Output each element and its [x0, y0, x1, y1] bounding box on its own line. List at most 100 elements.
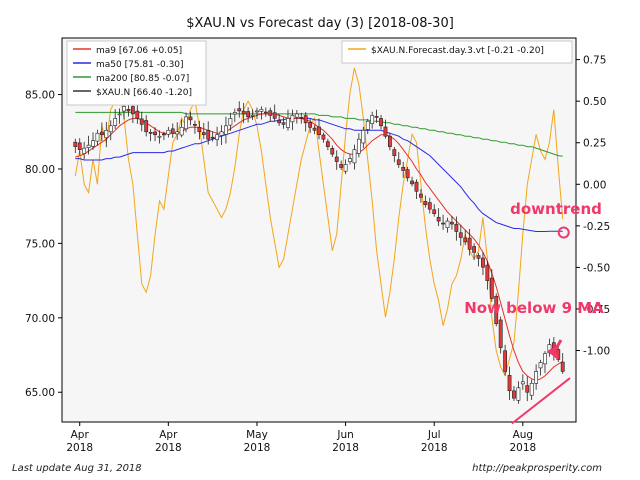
candle-body-up	[117, 113, 122, 116]
candle-body-down	[450, 221, 454, 225]
candle-body-up	[224, 125, 228, 135]
candle-body-down	[135, 110, 140, 119]
candle-body-down	[507, 375, 512, 392]
right-tick-label: 0.50	[583, 96, 606, 108]
right-tick-label: -1.00	[583, 346, 610, 358]
candle-body-down	[325, 141, 330, 147]
candle-body-down	[392, 149, 397, 156]
x-tick-label: 2018	[66, 442, 93, 454]
annotations: downtrend Now below 9 MA	[464, 200, 604, 425]
legend-label: $XAU.N [66.40 -1.20]	[96, 88, 192, 98]
candle-body-down	[489, 277, 494, 299]
candle-body-down	[153, 131, 157, 136]
x-tick-label: 2018	[332, 442, 359, 454]
candle-body-down	[77, 142, 82, 150]
footer-source-url[interactable]: http://peakprosperity.com	[472, 463, 602, 474]
x-tick-label: Apr	[71, 429, 90, 441]
candle-body-down	[148, 132, 153, 134]
candle-body-down	[237, 108, 242, 112]
candle-body-down	[485, 264, 490, 281]
footer-last-update: Last update Aug 31, 2018	[12, 463, 142, 474]
candle-body-up	[534, 371, 539, 384]
candle-body-down	[334, 156, 339, 162]
right-tick-label: 0.00	[583, 179, 606, 191]
x-tick-label: 2018	[421, 442, 448, 454]
x-tick-label: 2018	[155, 442, 182, 454]
candle-body-down	[339, 164, 344, 168]
candle-body-up	[361, 129, 366, 144]
candle-body-down	[383, 126, 388, 137]
x-tick-label: Apr	[159, 429, 178, 441]
x-tick-label: May	[246, 429, 268, 441]
candle-body-up	[219, 131, 224, 136]
candle-body-up	[356, 138, 361, 154]
candle-body-down	[436, 216, 441, 222]
candle-body-up	[516, 387, 521, 401]
candle-body-down	[308, 122, 313, 128]
candle-body-up	[520, 381, 525, 385]
left-tick-label: 65.00	[25, 387, 55, 399]
candle-body-up	[184, 116, 188, 130]
candle-body-down	[405, 169, 410, 179]
x-axis: Apr2018Apr2018May2018Jun2018Jul2018Aug20…	[66, 422, 536, 454]
candle-body-down	[441, 222, 445, 225]
candle-body-down	[99, 131, 104, 136]
candle-body-up	[365, 121, 370, 130]
candle-body-down	[126, 109, 131, 112]
right-axis: 0.75 0.50 0.25 0.00 -0.25 -0.50 -0.75 -1.00	[576, 55, 610, 358]
candle-body-down	[503, 350, 508, 372]
candle-body-down	[210, 136, 215, 139]
candle-body-down	[170, 128, 175, 134]
trend-support-line	[511, 377, 571, 425]
candle-body-down	[414, 181, 419, 192]
legend-label: ma200 [80.85 -0.07]	[96, 74, 189, 84]
candle-body-down	[458, 232, 463, 238]
candle-body-down	[321, 134, 326, 140]
right-tick-label: 0.25	[583, 138, 606, 150]
candle-body-up	[290, 115, 295, 123]
candle-body-down	[263, 111, 268, 114]
candle-body-down	[401, 166, 406, 171]
candle-body-up	[166, 129, 171, 135]
x-tick-label: Jul	[427, 429, 441, 441]
candle-body-down	[410, 180, 414, 185]
chart-title: $XAU.N vs Forecast day (3) [2018-08-30]	[186, 16, 454, 31]
candle-body-up	[122, 106, 126, 112]
candle-body-up	[108, 125, 113, 133]
x-tick-label: Aug	[513, 429, 534, 441]
candle-body-up	[86, 144, 91, 148]
candle-body-down	[498, 319, 503, 348]
candle-body-up	[228, 118, 233, 126]
arrow-head	[547, 346, 558, 360]
legend-label: ma50 [75.81 -0.30]	[96, 60, 184, 70]
forecast-series-line	[74, 67, 564, 377]
candle-body-up	[157, 135, 162, 138]
right-tick-label: -0.75	[583, 304, 610, 316]
candle-body-up	[82, 147, 87, 154]
candle-body-up	[95, 132, 100, 142]
candle-body-down	[241, 110, 246, 115]
candle-body-up	[259, 109, 264, 112]
ma200-series-line	[75, 111, 563, 157]
candle-body-down	[299, 117, 304, 119]
candle-body-down	[162, 133, 166, 136]
candle-body-up	[538, 362, 543, 369]
candle-body-down	[206, 130, 211, 140]
candle-body-down	[379, 118, 383, 127]
candle-body-down	[277, 120, 282, 124]
candle-body-up	[113, 118, 118, 126]
candle-body-down	[139, 118, 144, 125]
candle-body-down	[463, 237, 468, 243]
x-tick-label: 2018	[509, 442, 536, 454]
right-tick-label: 0.75	[583, 55, 606, 67]
candle-body-up	[179, 127, 184, 136]
legend-box	[66, 40, 207, 106]
left-tick-label: 80.00	[25, 164, 55, 176]
x-tick-label: Jun	[336, 429, 353, 441]
candle-body-up	[255, 110, 259, 113]
candle-body-up	[232, 112, 237, 115]
candle-body-down	[197, 127, 202, 133]
candle-body-down	[419, 193, 423, 198]
left-tick-label: 75.00	[25, 238, 55, 250]
